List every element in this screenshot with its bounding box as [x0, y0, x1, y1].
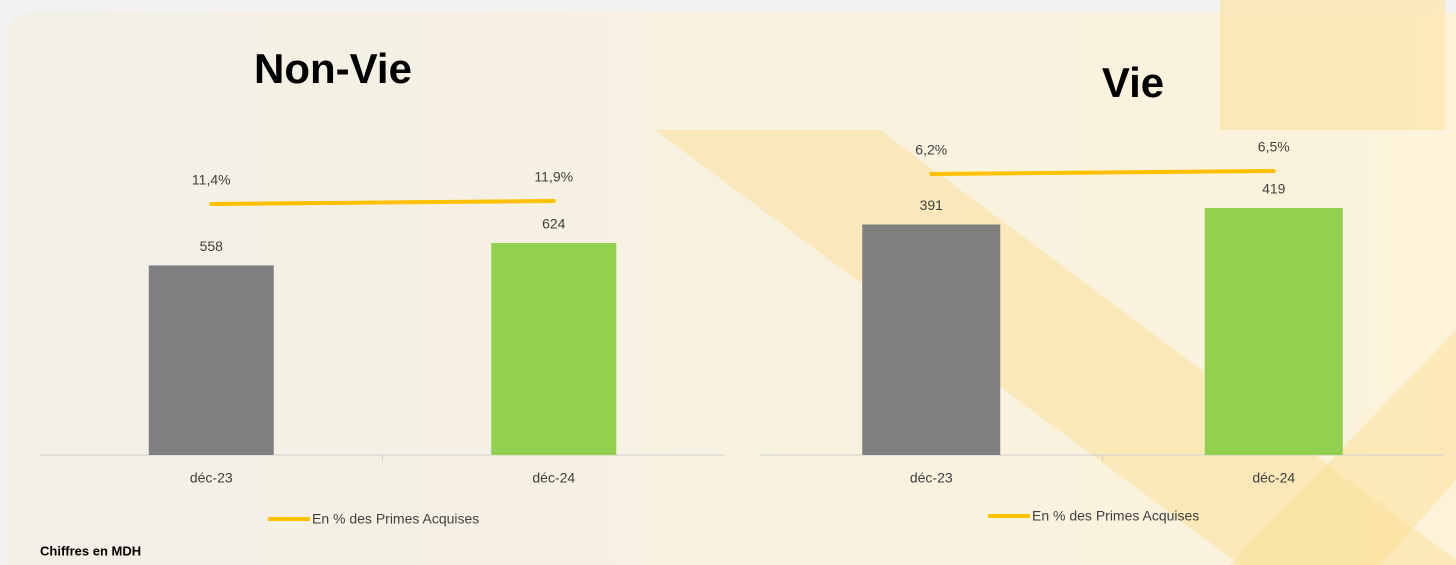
x-tick-label: déc-24 [532, 470, 575, 486]
x-tick-label: déc-23 [190, 470, 233, 486]
bar-label: 558 [200, 238, 224, 254]
line-series [929, 169, 1276, 176]
decor-block [1220, 0, 1445, 130]
bar [862, 224, 1001, 455]
line-label: 6,2% [915, 142, 947, 158]
bar-label: 391 [920, 197, 944, 213]
x-tick-label: déc-24 [1252, 470, 1295, 486]
bar [491, 243, 617, 455]
footnote: Chiffres en MDH [40, 543, 141, 558]
bar-label: 624 [542, 216, 566, 232]
chart-title: Vie [1102, 59, 1164, 106]
bar-label: 419 [1262, 181, 1286, 197]
line-series [209, 199, 556, 206]
line-label: 6,5% [1258, 139, 1290, 155]
legend-label: En % des Primes Acquises [1032, 508, 1199, 524]
line-label: 11,9% [534, 169, 573, 185]
x-tick-label: déc-23 [910, 470, 953, 486]
legend-label: En % des Primes Acquises [312, 511, 479, 527]
decor-band [655, 130, 1456, 565]
bar [1204, 208, 1343, 455]
bar [148, 265, 274, 455]
line-label: 11,4% [192, 172, 231, 188]
chart-title: Non-Vie [254, 45, 412, 92]
decor-band [1230, 330, 1456, 565]
